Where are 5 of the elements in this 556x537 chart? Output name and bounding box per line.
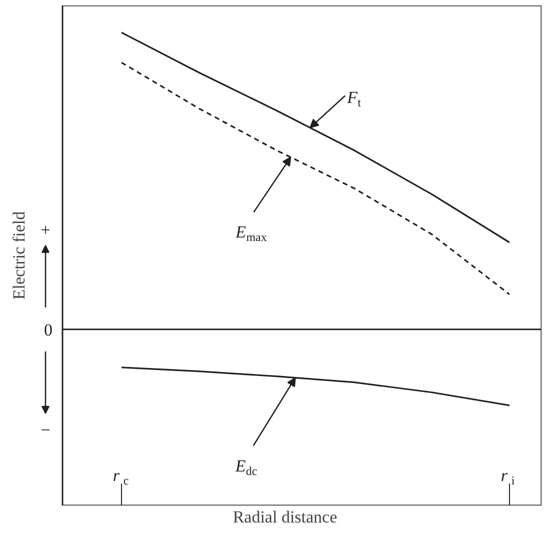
text: + <box>40 220 50 240</box>
text: − <box>40 420 50 440</box>
x-axis-title: Radial distance <box>232 508 338 526</box>
ref-line-label: 0 <box>44 320 52 340</box>
y-axis-title: Electric field <box>10 210 28 300</box>
